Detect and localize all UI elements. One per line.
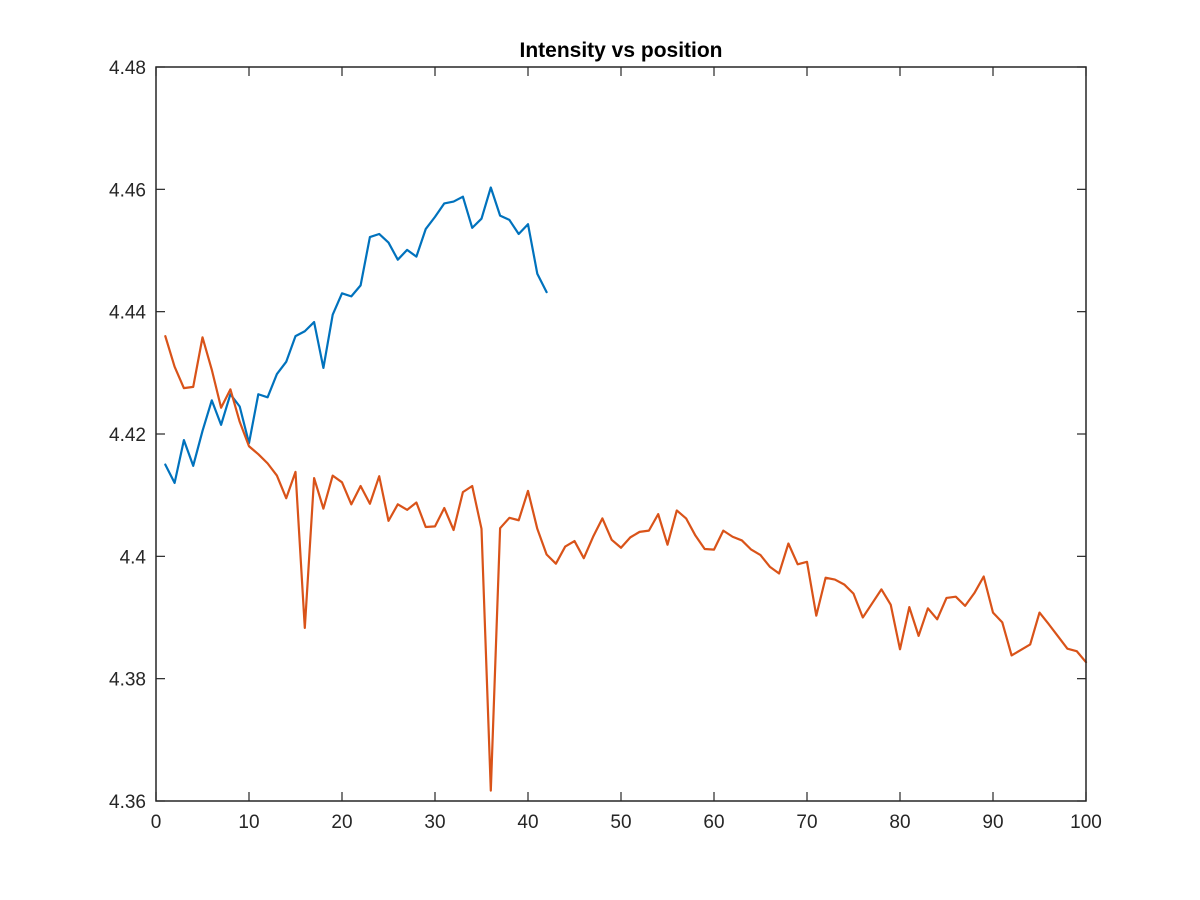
y-tick-label: 4.38 [109, 670, 146, 691]
x-tick-label: 60 [703, 812, 724, 833]
x-tick-label: 30 [424, 812, 445, 833]
x-tick-label: 70 [796, 812, 817, 833]
y-tick-label: 4.44 [109, 303, 146, 324]
x-tick-label: 20 [331, 812, 352, 833]
y-tick-label: 4.48 [109, 58, 146, 79]
axes-background [156, 67, 1086, 801]
x-tick-label: 10 [238, 812, 259, 833]
series-layer [164, 186, 1088, 792]
x-tick-label: 40 [517, 812, 538, 833]
x-tick-label: 50 [610, 812, 631, 833]
tick-layer: 0 10 20 30 40 50 60 70 80 90 100 4.36 4.38 4.4 4.42 4.4… [109, 58, 1102, 833]
y-tick-label: 4.46 [109, 180, 146, 201]
chart-title: Intensity vs position [519, 39, 722, 62]
series-line-1 [164, 186, 548, 485]
x-tick-label: 0 [151, 812, 162, 833]
y-tick-label: 4.36 [109, 792, 146, 813]
y-tick-label: 4.42 [109, 425, 146, 446]
x-tick-label: 100 [1070, 812, 1102, 833]
x-tick-label: 80 [889, 812, 910, 833]
series-line-2 [164, 335, 1088, 792]
y-tick-label: 4.4 [120, 547, 147, 568]
axes-frame [155, 66, 1087, 802]
x-tick-label: 90 [982, 812, 1003, 833]
